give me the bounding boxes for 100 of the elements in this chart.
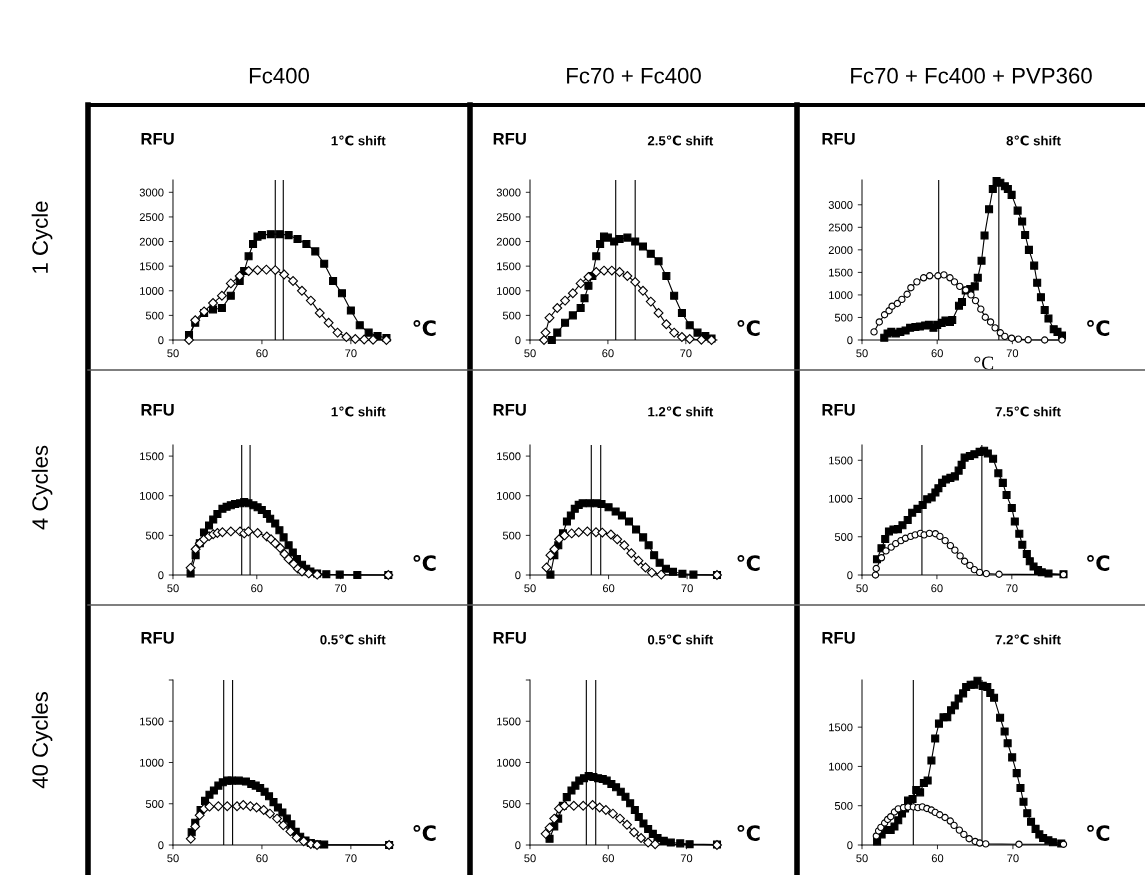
- x-axis-title: ℃: [413, 320, 436, 336]
- x-tick-label: 70: [680, 854, 693, 863]
- y-tick-label: 1000: [829, 494, 853, 503]
- x-tick-label: 60: [602, 349, 614, 358]
- x-axis-title: ℃: [737, 320, 760, 336]
- chart-title: Fc400: [249, 67, 310, 84]
- y-tick-label: 0: [158, 336, 164, 345]
- y-tick-label: 1500: [497, 452, 521, 461]
- chart-title: Fc70 + Fc400: [567, 67, 701, 84]
- y-tick-label: 3000: [139, 188, 164, 197]
- y-tick-label: 0: [847, 571, 853, 580]
- y-tick-label: 0: [515, 841, 521, 850]
- y-tick-label: 1000: [140, 492, 164, 500]
- x-axis-title: ℃: [1087, 825, 1110, 841]
- y-axis-title: RFU: [493, 632, 526, 644]
- y-axis-title: RFU: [822, 632, 855, 644]
- x-axis-title: ℃: [1087, 555, 1110, 571]
- y-tick-label: 500: [145, 531, 164, 540]
- y-tick-label: 1000: [829, 291, 853, 300]
- y-tick-label: 500: [834, 313, 853, 322]
- y-tick-label: 500: [834, 533, 853, 541]
- y-tick-label: 1500: [829, 268, 853, 277]
- y-tick-label: 1500: [140, 262, 164, 271]
- x-axis-title: ℃: [737, 825, 760, 841]
- y-axis-title: RFU: [141, 632, 174, 644]
- text: 0.5℃ shift: [647, 634, 714, 645]
- text: 0.5℃ shift: [320, 634, 386, 645]
- x-axis-title: ℃: [1087, 320, 1110, 336]
- y-tick-label: 0: [515, 571, 521, 580]
- text: °C: [974, 356, 994, 370]
- x-tick-label: 50: [167, 584, 179, 593]
- y-tick-label: 1000: [140, 287, 164, 295]
- text: 7.5℃ shift: [995, 406, 1061, 417]
- text: 7.2℃ shift: [995, 634, 1061, 645]
- x-tick-label: 60: [251, 584, 263, 593]
- y-tick-label: 1000: [829, 762, 853, 771]
- y-tick-label: 1000: [497, 492, 521, 500]
- x-tick-label: 70: [345, 854, 357, 863]
- y-tick-label: 0: [158, 571, 164, 580]
- x-tick-label: 50: [167, 349, 179, 358]
- y-tick-label: 0: [847, 336, 853, 345]
- text: 8℃ shift: [1006, 135, 1061, 146]
- y-tick-label: 1500: [829, 456, 853, 465]
- y-axis-title: RFU: [141, 133, 174, 145]
- y-tick-label: 1000: [497, 758, 521, 767]
- text: 40 Cycles: [31, 692, 53, 789]
- y-tick-label: 500: [502, 531, 521, 540]
- y-tick-label: 1500: [497, 717, 521, 726]
- y-tick-label: 500: [145, 800, 164, 808]
- y-tick-label: 1500: [140, 717, 164, 726]
- x-tick-label: 60: [602, 854, 614, 863]
- y-tick-label: 0: [847, 841, 853, 850]
- x-tick-label: 70: [1007, 854, 1019, 863]
- x-tick-label: 60: [931, 854, 944, 863]
- y-tick-label: 0: [515, 336, 521, 345]
- y-tick-label: 2000: [139, 237, 164, 246]
- y-tick-label: 2500: [139, 213, 164, 222]
- y-tick-label: 2500: [828, 223, 853, 232]
- y-tick-label: 500: [502, 311, 521, 320]
- x-tick-label: 60: [602, 584, 615, 593]
- y-tick-label: 2500: [496, 213, 521, 222]
- x-tick-label: 60: [931, 584, 943, 593]
- x-axis-title: ℃: [413, 825, 436, 841]
- x-tick-label: 70: [345, 349, 357, 358]
- text: 2.5℃ shift: [647, 135, 714, 146]
- y-tick-label: 1500: [140, 452, 164, 461]
- x-axis-title: ℃: [737, 555, 760, 571]
- y-tick-label: 500: [145, 311, 164, 320]
- y-axis-title: RFU: [493, 133, 526, 145]
- y-axis-title: RFU: [822, 133, 855, 145]
- text: 1.2℃ shift: [648, 406, 714, 417]
- x-tick-label: 70: [1006, 584, 1018, 593]
- y-axis-title: RFU: [822, 404, 855, 416]
- x-tick-label: 70: [681, 584, 693, 593]
- x-tick-label: 60: [931, 349, 943, 358]
- chart-title: Fc70 + Fc400 + PVP360: [851, 67, 1092, 84]
- x-tick-label: 70: [334, 584, 347, 593]
- x-tick-label: 60: [256, 349, 268, 358]
- x-axis-title: ℃: [413, 555, 436, 571]
- x-tick-label: 50: [524, 854, 536, 863]
- y-tick-label: 2000: [496, 237, 521, 246]
- y-tick-label: 3000: [828, 201, 853, 209]
- y-tick-label: 500: [834, 801, 853, 810]
- text: 1℃ shift: [331, 135, 386, 146]
- text: 4 Cycles: [31, 445, 53, 530]
- y-axis-title: RFU: [141, 404, 174, 416]
- y-axis-title: RFU: [493, 404, 526, 416]
- x-tick-label: 50: [856, 349, 868, 358]
- y-tick-label: 1500: [497, 262, 521, 271]
- x-tick-label: 50: [856, 584, 868, 593]
- x-tick-label: 70: [680, 349, 692, 358]
- y-tick-label: 3000: [496, 188, 521, 197]
- x-tick-label: 50: [524, 584, 536, 593]
- y-tick-label: 1000: [140, 758, 164, 767]
- y-tick-label: 1000: [497, 287, 521, 295]
- text: 1 Cycle: [31, 201, 53, 273]
- y-tick-label: 500: [502, 800, 521, 808]
- x-tick-label: 60: [256, 854, 268, 863]
- x-tick-label: 50: [167, 854, 179, 863]
- y-tick-label: 0: [158, 841, 164, 850]
